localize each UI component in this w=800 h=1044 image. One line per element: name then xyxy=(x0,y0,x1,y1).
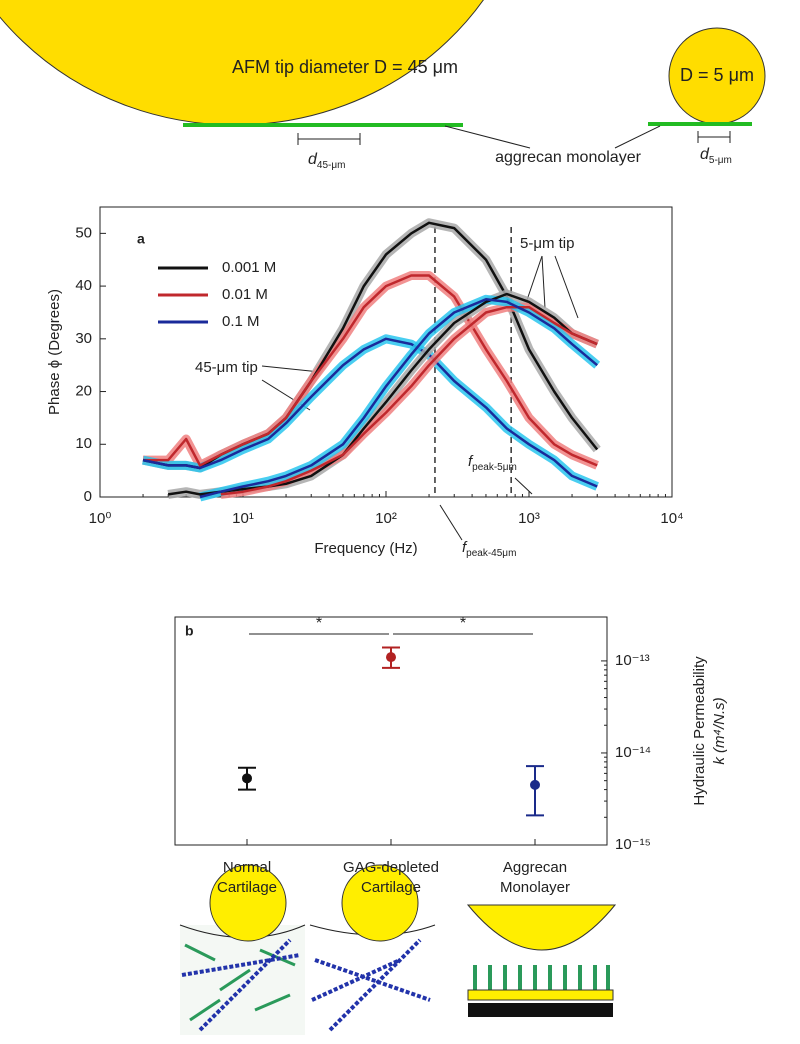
y-axis-label: Hydraulic Permeability xyxy=(691,656,708,806)
x-tick-label: 10⁰ xyxy=(89,510,112,527)
y-tick-label: 20 xyxy=(75,383,92,400)
line xyxy=(199,298,599,499)
x-tick-label: 10¹ xyxy=(232,510,254,527)
label: d45-μm xyxy=(308,151,345,170)
line xyxy=(220,305,598,496)
leader xyxy=(541,255,546,309)
brush xyxy=(473,965,610,990)
leader xyxy=(526,255,543,301)
label: AFM tip diameter D = 45 μm xyxy=(232,57,458,77)
label: d xyxy=(700,146,710,163)
x-tick-label: 10⁴ xyxy=(660,510,683,527)
tip xyxy=(209,864,287,942)
y-tick-label: 0 xyxy=(84,488,92,505)
fibril xyxy=(314,958,431,1002)
x-tick-label: Cartilage xyxy=(361,879,421,896)
annotation: 5-μm tip xyxy=(520,235,575,252)
collagen xyxy=(181,938,431,1032)
fibril xyxy=(219,968,251,992)
line xyxy=(142,337,598,488)
fibril xyxy=(198,938,292,1032)
y-axis-label: Phase ϕ (Degrees) xyxy=(46,289,63,415)
line xyxy=(143,274,598,467)
y-tick-label: 40 xyxy=(75,277,92,294)
leader xyxy=(444,125,531,149)
label: 45-μm xyxy=(317,160,346,171)
annotation: 45-μm tip xyxy=(195,359,258,376)
x-axis-label: Frequency (Hz) xyxy=(314,540,417,557)
significance-label: * xyxy=(316,615,322,632)
reference-label: peak-5μm xyxy=(472,462,517,473)
substrate xyxy=(467,989,614,1001)
point xyxy=(386,652,396,663)
y-axis-label: k (m⁴/N.s) xyxy=(711,697,728,764)
label: d5-μm xyxy=(700,146,732,165)
reference-label: fpeak-45μm xyxy=(462,539,516,559)
legend-label: 0.1 M xyxy=(222,313,260,330)
y-tick-label: 50 xyxy=(75,224,92,241)
reference-label: peak-45μm xyxy=(466,548,516,559)
leader xyxy=(261,365,321,373)
significance-label: * xyxy=(460,615,466,632)
point xyxy=(530,779,540,790)
panel-label: b xyxy=(185,623,194,639)
x-tick-label: GAG-depleted xyxy=(343,859,439,876)
label: 5-μm xyxy=(709,155,732,166)
y-tick-label: 10⁻¹⁵ xyxy=(615,836,651,853)
schematics xyxy=(179,864,617,1035)
reference-label: f xyxy=(462,539,468,556)
tip xyxy=(341,864,419,942)
x-tick-label: Normal xyxy=(223,859,271,876)
panel-label: a xyxy=(137,231,145,247)
label: D = 5 μm xyxy=(680,65,754,85)
y-tick-label: 30 xyxy=(75,330,92,347)
label: aggrecan monolayer xyxy=(495,149,642,166)
reference-label: fpeak-5μm xyxy=(468,453,517,473)
y-tick-label: 10⁻¹⁴ xyxy=(615,744,651,761)
x-tick-label: 10² xyxy=(375,510,397,527)
y-tick-label: 10⁻¹³ xyxy=(615,652,650,669)
fibril xyxy=(254,993,291,1012)
fibril xyxy=(189,998,221,1022)
tip xyxy=(466,904,617,951)
point xyxy=(242,773,252,784)
leader xyxy=(554,255,579,319)
leader xyxy=(614,125,661,149)
x-tick-label: Aggrecan xyxy=(503,859,567,876)
line xyxy=(142,221,599,470)
y-tick-label: 10 xyxy=(75,435,92,452)
x-tick-label: Monolayer xyxy=(500,879,570,896)
leader xyxy=(439,504,463,541)
fibril xyxy=(181,953,301,977)
fibril xyxy=(184,943,216,962)
fibril xyxy=(328,938,422,1032)
monolayer xyxy=(648,122,752,126)
fibril xyxy=(311,958,401,1002)
legend-label: 0.001 M xyxy=(222,259,276,276)
reference-label: f xyxy=(468,453,474,470)
x-tick-label: Cartilage xyxy=(217,879,277,896)
line-band xyxy=(220,302,599,499)
top-diagram: AFM tip diameter D = 45 μm D = 5 μm aggr… xyxy=(0,0,766,171)
substrate xyxy=(468,1003,613,1017)
x-tick-label: 10³ xyxy=(518,510,540,527)
monolayer xyxy=(183,123,463,127)
label: d xyxy=(308,151,318,168)
legend-label: 0.01 M xyxy=(222,286,268,303)
